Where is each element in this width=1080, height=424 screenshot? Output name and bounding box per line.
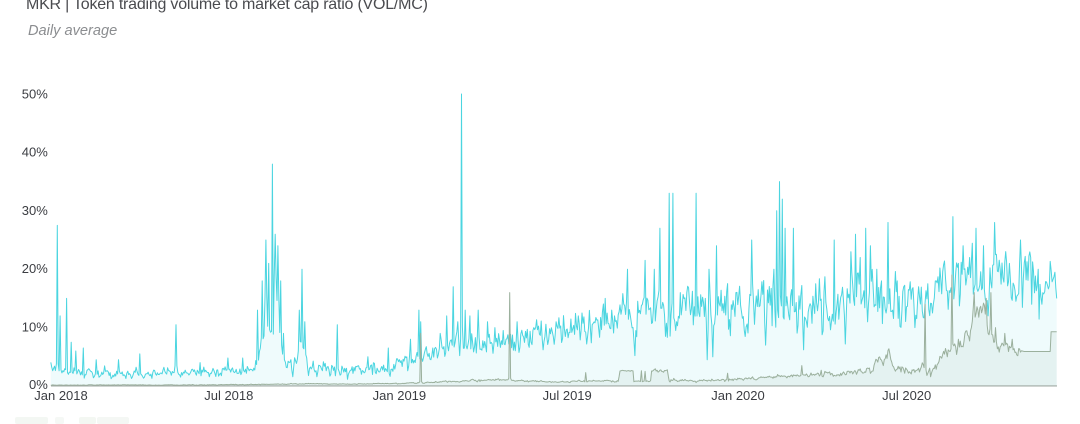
svg-text:Jan 2019: Jan 2019	[373, 388, 427, 403]
svg-text:Jan 2018: Jan 2018	[34, 388, 88, 403]
svg-text:Jul 2020: Jul 2020	[882, 388, 931, 403]
svg-text:0%: 0%	[29, 377, 48, 392]
svg-text:Jul 2019: Jul 2019	[543, 388, 592, 403]
svg-text:20%: 20%	[22, 261, 48, 276]
svg-text:50%: 50%	[22, 86, 48, 101]
svg-text:Jan 2020: Jan 2020	[711, 388, 765, 403]
svg-text:10%: 10%	[22, 319, 48, 334]
svg-text:30%: 30%	[22, 203, 48, 218]
svg-text:Jul 2018: Jul 2018	[204, 388, 253, 403]
svg-text:40%: 40%	[22, 145, 48, 160]
